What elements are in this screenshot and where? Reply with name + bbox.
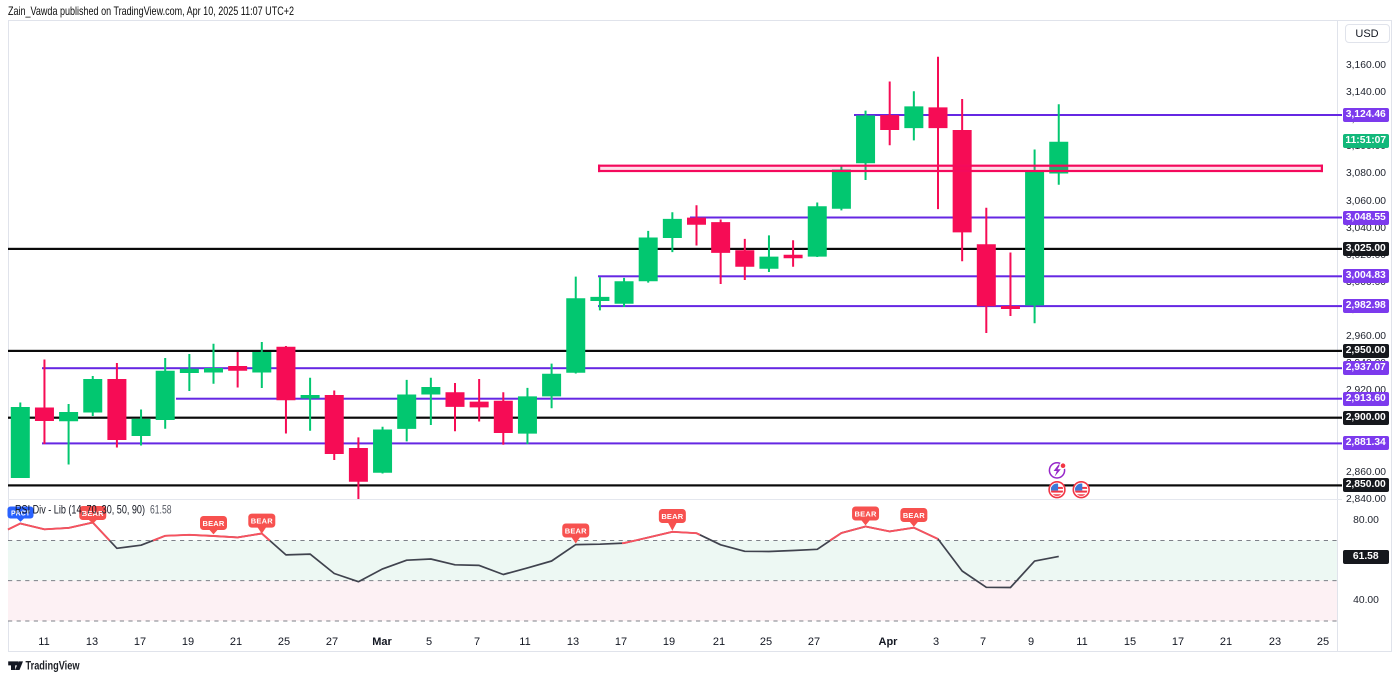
- svg-text:61.58: 61.58: [150, 504, 172, 517]
- svg-text:BEAR: BEAR: [82, 509, 104, 518]
- svg-text:RSI Div - Lib (14, 70, 30, 50,: RSI Div - Lib (14, 70, 30, 50, 90): [15, 504, 145, 517]
- svg-text:BEAR: BEAR: [565, 527, 587, 536]
- svg-text:TradingView: TradingView: [26, 661, 80, 673]
- svg-text:BEAR: BEAR: [251, 517, 273, 526]
- svg-text:BEAR: BEAR: [202, 519, 224, 528]
- svg-text:BEAR: BEAR: [661, 512, 683, 521]
- svg-text:BEAR: BEAR: [903, 511, 925, 520]
- svg-text:BEAR: BEAR: [855, 510, 877, 519]
- svg-text:PRCT: PRCT: [11, 510, 31, 517]
- svg-text:Zain_Vawda published on Tradin: Zain_Vawda published on TradingView.com,…: [8, 4, 294, 18]
